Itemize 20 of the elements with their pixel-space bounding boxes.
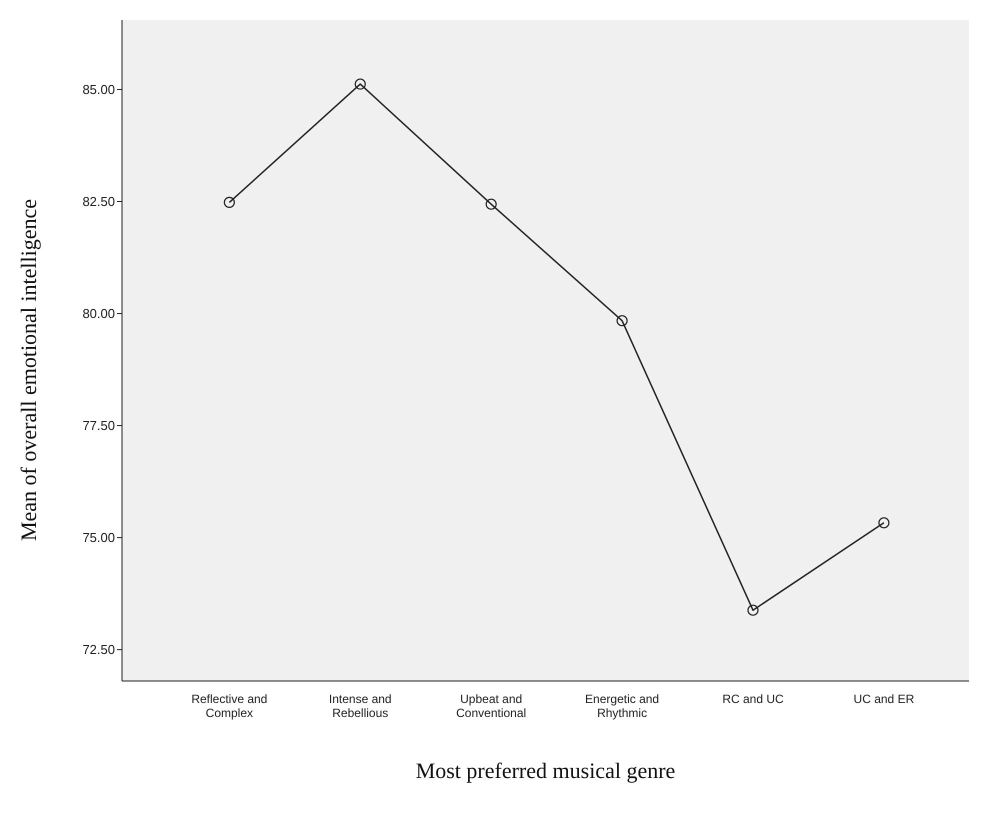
y-tick-label: 82.50 — [82, 194, 115, 210]
x-tick-label: RC and UC — [722, 692, 784, 706]
y-tick-label: 80.00 — [82, 306, 115, 322]
point — [224, 196, 235, 208]
x-tick-label: Upbeat and Conventional — [456, 692, 526, 720]
y-tick-label: 75.00 — [82, 530, 115, 546]
x-axis-title: Most preferred musical genre — [416, 758, 676, 783]
x-tick-label: Reflective and Complex — [191, 692, 268, 720]
x-tick-label: UC and ER — [854, 692, 915, 706]
point — [486, 198, 497, 210]
y-tick-label: 85.00 — [82, 82, 115, 98]
point — [747, 604, 759, 616]
y-axis-title: Mean of overall emotional intelligence — [16, 198, 41, 542]
y-tick-label: 72.50 — [82, 642, 115, 658]
y-tick-label: 77.50 — [82, 418, 115, 434]
point — [878, 517, 890, 528]
point — [354, 78, 366, 90]
x-tick-label: Energetic and Rhythmic — [585, 692, 660, 720]
x-tick-label: Intense and Rebellious — [328, 692, 392, 720]
point — [616, 315, 628, 326]
